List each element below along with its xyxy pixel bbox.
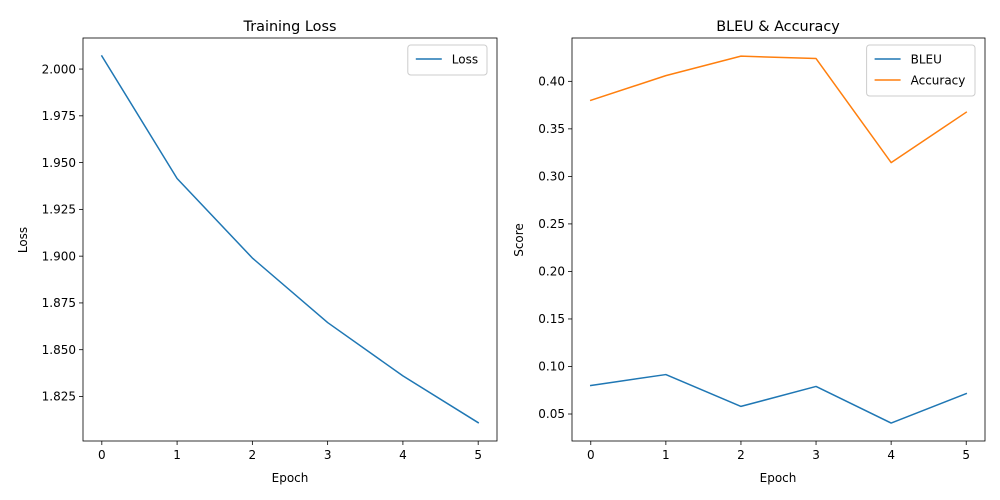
bleu-accuracy-legend: BLEU Accuracy [866, 44, 976, 97]
loss-x-axis-label: Epoch [272, 471, 309, 485]
bleu-accuracy-y-tick-label: 0.35 [538, 122, 565, 136]
bleu-accuracy-chart-title: BLEU & Accuracy [716, 19, 840, 35]
bleu-accuracy-x-tick-label: 3 [812, 448, 820, 462]
bleu-accuracy-y-tick-label: 0.10 [538, 360, 565, 374]
loss-y-tick-label: 1.825 [42, 390, 76, 404]
loss-y-tick-label: 1.850 [42, 343, 76, 357]
bleu-accuracy-y-axis-label: Score [512, 223, 526, 257]
bleu-accuracy-plot-frame [571, 37, 986, 442]
loss-y-tick-label: 2.000 [42, 62, 76, 76]
loss-legend-label: Loss [452, 52, 478, 66]
bleu-accuracy-x-tick-label: 4 [887, 448, 895, 462]
bleu-accuracy-x-tick-label: 5 [962, 448, 970, 462]
loss-x-tick-label: 4 [399, 448, 407, 462]
bleu-accuracy-ticks: 0 1 2 3 4 5 0.05 0.10 0.15 0.20 0.25 0.30 0.35 0.40 [538, 75, 970, 462]
bleu-accuracy-panel: BLEU & Accuracy Epoch Score 0 1 2 3 4 5 0.05 0.… [512, 19, 986, 485]
bleu-accuracy-x-tick-label: 2 [737, 448, 745, 462]
bleu-accuracy-y-tick-label: 0.15 [538, 312, 565, 326]
bleu-accuracy-legend-box [866, 44, 976, 97]
loss-plot-frame [82, 37, 498, 442]
loss-y-tick-label: 1.900 [42, 249, 76, 263]
loss-x-tick-label: 0 [98, 448, 106, 462]
accuracy-series-line [589, 55, 968, 164]
loss-y-tick-label: 1.875 [42, 296, 76, 310]
loss-x-tick-label: 5 [474, 448, 482, 462]
loss-y-axis-label: Loss [16, 227, 30, 253]
loss-lines [100, 54, 480, 424]
bleu-accuracy-x-tick-label: 1 [662, 448, 670, 462]
bleu-accuracy-y-tick-label: 0.05 [538, 407, 565, 421]
bleu-legend-label: BLEU [911, 52, 942, 66]
bleu-accuracy-lines [589, 55, 968, 424]
accuracy-legend-label: Accuracy [911, 73, 966, 87]
loss-panel: Training Loss Epoch Loss 0 1 2 3 4 5 1.825 1.85… [16, 19, 498, 485]
bleu-accuracy-y-tick-label: 0.40 [538, 75, 565, 89]
loss-x-tick-label: 2 [249, 448, 257, 462]
loss-y-tick-label: 1.925 [42, 203, 76, 217]
bleu-accuracy-y-tick-label: 0.25 [538, 217, 565, 231]
bleu-accuracy-y-tick-label: 0.30 [538, 170, 565, 184]
loss-y-tick-label: 1.975 [42, 109, 76, 123]
loss-legend-box [407, 44, 488, 76]
bleu-accuracy-x-axis-label: Epoch [760, 471, 797, 485]
loss-ticks: 0 1 2 3 4 5 1.825 1.850 1.875 1.900 1.925 1.950 1.97… [42, 62, 482, 462]
loss-x-tick-label: 1 [173, 448, 181, 462]
bleu-accuracy-x-tick-label: 0 [587, 448, 595, 462]
loss-legend: Loss [407, 44, 488, 76]
loss-x-tick-label: 3 [324, 448, 332, 462]
loss-y-tick-label: 1.950 [42, 156, 76, 170]
loss-chart-title: Training Loss [243, 19, 337, 35]
bleu-series-line [589, 373, 968, 424]
bleu-accuracy-y-tick-label: 0.20 [538, 265, 565, 279]
loss-series-line [100, 54, 480, 424]
